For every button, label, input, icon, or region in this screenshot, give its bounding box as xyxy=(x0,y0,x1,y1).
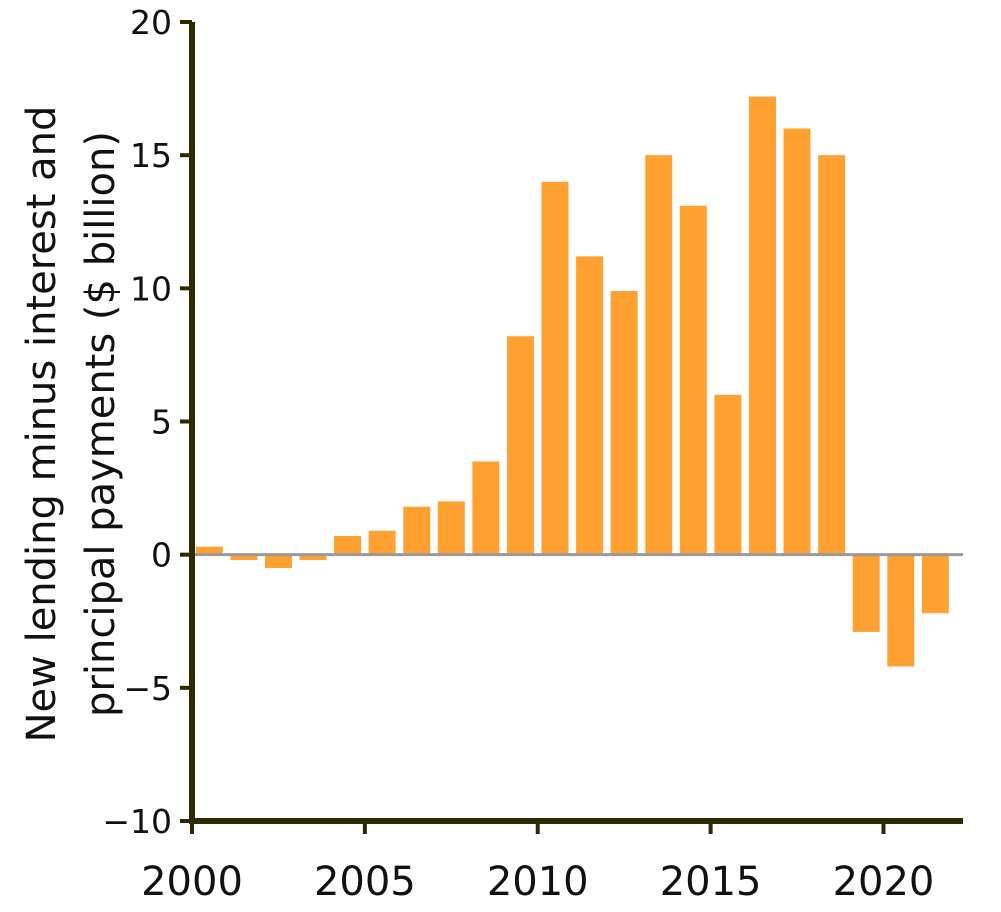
bar-2011 xyxy=(576,256,604,555)
bar-2019 xyxy=(852,554,880,632)
bar-2013 xyxy=(645,155,673,555)
y-tick-label-0: 0 xyxy=(151,536,172,575)
bar-2017 xyxy=(783,128,811,555)
bar-2020 xyxy=(887,554,915,667)
bar-2009 xyxy=(506,336,534,555)
bar-2003 xyxy=(299,554,327,560)
y-axis: −10 −5 0 5 10 15 20 xyxy=(102,3,195,841)
x-tick-label-2010: 2010 xyxy=(487,859,589,905)
bar-2010 xyxy=(541,181,569,555)
x-tick-label-2005: 2005 xyxy=(314,859,416,905)
x-tick-label-2020: 2020 xyxy=(833,859,935,905)
bar-2018 xyxy=(818,155,846,555)
y-axis-title-line-1: New lending minus interest and xyxy=(19,106,65,743)
bar-2002 xyxy=(264,554,292,568)
y-tick-label--5: −5 xyxy=(123,669,172,708)
bar-2000 xyxy=(195,546,223,555)
y-tick-label--10: −10 xyxy=(102,802,172,841)
x-axis: 2000 2005 2010 2015 2020 xyxy=(141,818,963,905)
bar-2016 xyxy=(748,96,776,555)
y-tick-label-10: 10 xyxy=(130,269,172,308)
y-tick-label-15: 15 xyxy=(130,136,172,175)
y-axis-title-line-2: principal payments ($ billion) xyxy=(78,131,124,717)
bar-2015 xyxy=(714,394,742,555)
bar-2005 xyxy=(368,530,396,555)
bar-2012 xyxy=(610,291,638,555)
x-tick-label-2015: 2015 xyxy=(660,859,762,905)
bar-2006 xyxy=(403,506,431,555)
x-tick-label-2000: 2000 xyxy=(141,859,243,905)
bar-2014 xyxy=(679,205,707,555)
bars-group xyxy=(195,96,949,667)
y-tick-label-5: 5 xyxy=(151,403,172,442)
bar-2001 xyxy=(230,554,258,560)
y-tick-label-20: 20 xyxy=(130,3,172,42)
bar-2007 xyxy=(437,501,465,555)
bar-2008 xyxy=(472,461,500,555)
bar-2004 xyxy=(334,536,362,555)
bar-2021 xyxy=(921,554,949,614)
